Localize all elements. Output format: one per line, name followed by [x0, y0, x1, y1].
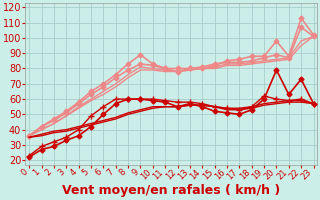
X-axis label: Vent moyen/en rafales ( km/h ): Vent moyen/en rafales ( km/h ) — [62, 184, 280, 197]
